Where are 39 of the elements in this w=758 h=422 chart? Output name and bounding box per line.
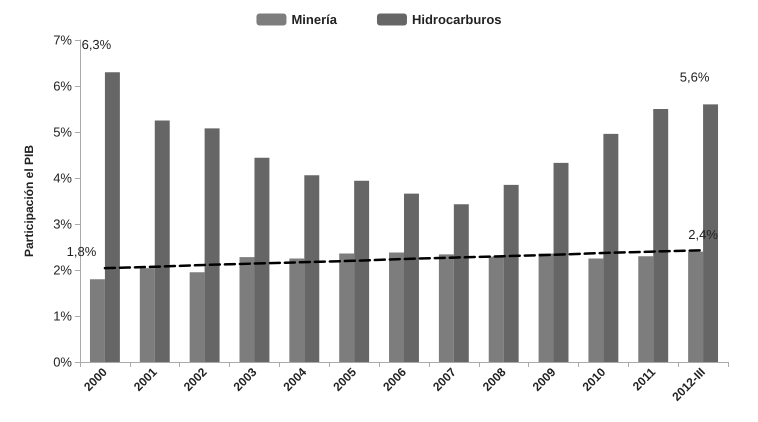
bar [538,253,554,362]
bar [140,268,155,362]
y-tick-label: 7% [53,32,72,48]
bar [389,252,404,362]
bar [688,252,704,362]
y-tick-label: 1% [53,308,72,324]
bar [190,272,205,362]
bar [653,109,668,362]
bar [204,128,220,362]
data-label: 1,8% [66,244,97,260]
bar [254,158,270,362]
y-tick-label: 3% [53,216,72,232]
bar [504,184,519,362]
bar [404,194,419,362]
y-tick-label: 4% [53,170,72,186]
bar [304,175,320,362]
bar [638,256,654,362]
bar [603,134,618,362]
bar [104,72,120,362]
bar [154,120,170,362]
data-label: 5,6% [680,69,710,84]
bar [240,257,254,362]
legend-label: Minería [291,12,338,27]
bar [289,258,304,362]
y-tick-label: 2% [53,262,72,278]
bar [90,279,105,362]
bar [454,204,469,362]
bar [354,180,370,362]
bar [438,254,454,362]
bar [339,253,354,362]
y-tick-label: 6% [53,78,72,94]
y-tick-label: 5% [53,124,72,140]
bar [588,258,604,362]
legend-label: Hidrocarburos [412,12,502,27]
bar [554,162,568,362]
data-label: 6,3% [82,37,112,52]
y-axis-title: Participación el PIB [22,144,36,258]
y-tick-label: 0% [53,354,72,370]
bar [488,256,504,362]
